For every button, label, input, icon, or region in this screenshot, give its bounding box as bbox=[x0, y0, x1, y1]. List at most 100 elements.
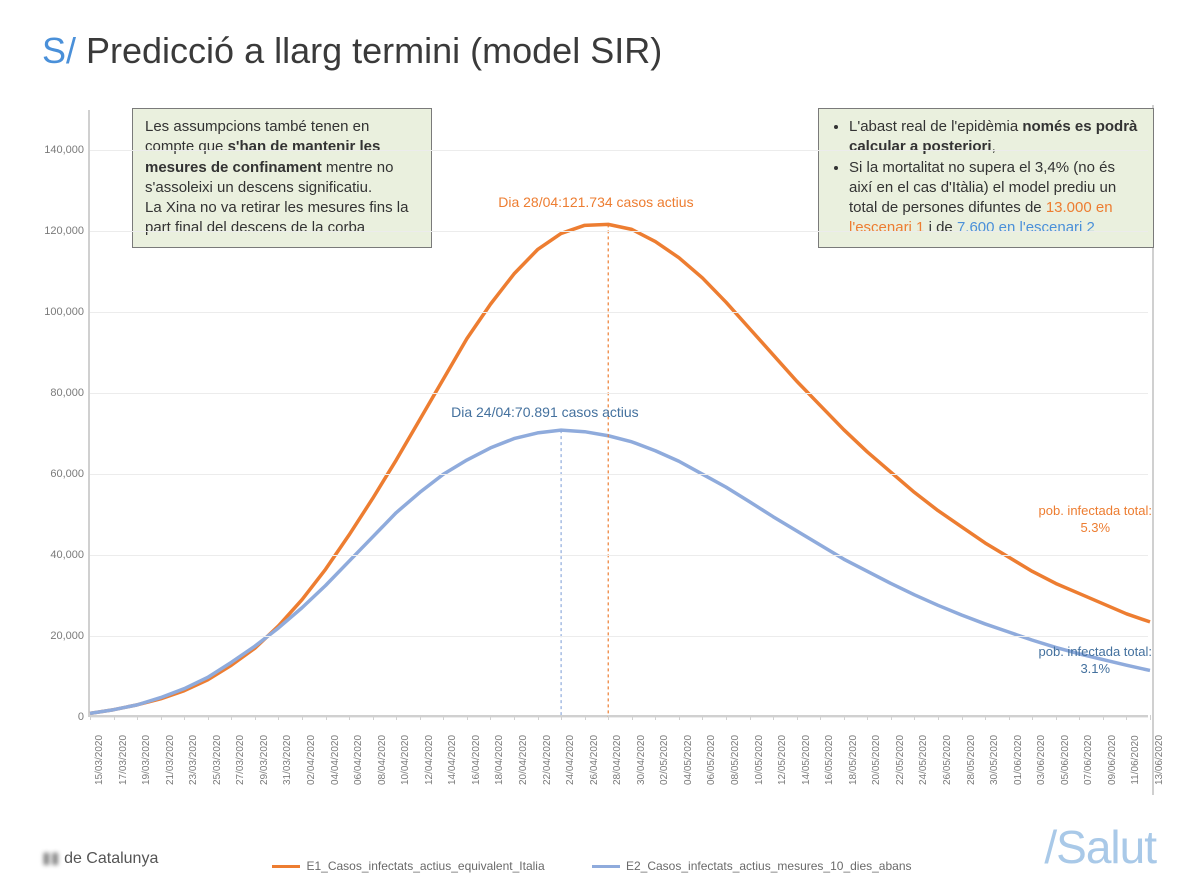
x-axis-label: 26/04/2020 bbox=[589, 735, 600, 785]
x-axis-label: 24/05/2020 bbox=[918, 735, 929, 785]
x-tick bbox=[490, 715, 491, 720]
x-axis-label: 11/06/2020 bbox=[1130, 735, 1141, 784]
x-axis-label: 20/04/2020 bbox=[518, 735, 529, 785]
x-axis-label: 15/03/2020 bbox=[94, 735, 105, 785]
x-tick bbox=[184, 715, 185, 720]
x-tick bbox=[773, 715, 774, 720]
peak-label-e1: Dia 28/04:121.734 casos actius bbox=[498, 194, 693, 210]
x-axis-label: 04/04/2020 bbox=[330, 735, 341, 785]
footer-left: ▮▮ de Catalunya bbox=[42, 848, 158, 868]
x-tick bbox=[137, 715, 138, 720]
x-tick bbox=[867, 715, 868, 720]
x-tick bbox=[538, 715, 539, 720]
x-axis-label: 19/03/2020 bbox=[141, 735, 152, 785]
x-tick bbox=[114, 715, 115, 720]
x-axis-label: 06/05/2020 bbox=[706, 735, 717, 785]
x-tick bbox=[1009, 715, 1010, 720]
x-axis-label: 10/05/2020 bbox=[754, 735, 765, 785]
x-tick bbox=[750, 715, 751, 720]
x-tick bbox=[726, 715, 727, 720]
x-tick bbox=[655, 715, 656, 720]
x-axis-label: 03/06/2020 bbox=[1036, 735, 1047, 785]
y-axis-label: 40,000 bbox=[36, 549, 84, 561]
legend-swatch-e1 bbox=[272, 865, 300, 868]
x-axis-label: 23/03/2020 bbox=[188, 735, 199, 785]
x-axis-label: 14/04/2020 bbox=[447, 735, 458, 785]
x-tick bbox=[302, 715, 303, 720]
x-tick bbox=[938, 715, 939, 720]
x-tick bbox=[420, 715, 421, 720]
x-axis-label: 28/04/2020 bbox=[612, 735, 623, 785]
gridline bbox=[90, 150, 1148, 151]
x-axis-label: 25/03/2020 bbox=[212, 735, 223, 785]
x-tick bbox=[962, 715, 963, 720]
gridline bbox=[90, 312, 1148, 313]
x-tick bbox=[373, 715, 374, 720]
info-box-left: Les assumpcions també tenen en compte qu… bbox=[132, 108, 432, 248]
title-main: Predicció a llarg termini (model SIR) bbox=[76, 30, 662, 71]
x-tick bbox=[396, 715, 397, 720]
x-axis-label: 14/05/2020 bbox=[801, 735, 812, 785]
x-axis-label: 28/05/2020 bbox=[966, 735, 977, 785]
x-axis-label: 31/03/2020 bbox=[282, 735, 293, 785]
gridline bbox=[90, 393, 1148, 394]
gridline bbox=[90, 231, 1148, 232]
x-tick bbox=[349, 715, 350, 720]
gridline bbox=[90, 474, 1148, 475]
legend: E1_Casos_infectats_actius_equivalent_Ita… bbox=[32, 859, 1152, 873]
x-axis-label: 05/06/2020 bbox=[1060, 735, 1071, 785]
x-tick bbox=[1056, 715, 1057, 720]
x-axis-label: 22/05/2020 bbox=[895, 735, 906, 785]
x-axis-label: 02/04/2020 bbox=[306, 735, 317, 785]
gridline bbox=[90, 555, 1148, 556]
x-axis-label: 27/03/2020 bbox=[235, 735, 246, 785]
plot-area: Dia 28/04:121.734 casos actius Dia 24/04… bbox=[88, 110, 1148, 717]
x-tick bbox=[255, 715, 256, 720]
x-tick bbox=[326, 715, 327, 720]
x-axis-label: 18/05/2020 bbox=[848, 735, 859, 785]
x-axis-label: 13/06/2020 bbox=[1154, 735, 1165, 785]
footer-right-logo: /Salut bbox=[1044, 820, 1156, 874]
box-right-bullet-2: Si la mortalitat no supera el 3,4% (no é… bbox=[849, 158, 1141, 239]
info-box-right: L'abast real de l'epidèmia només es podr… bbox=[818, 108, 1154, 248]
x-tick bbox=[820, 715, 821, 720]
x-axis-label: 02/05/2020 bbox=[659, 735, 670, 785]
y-axis-label: 140,000 bbox=[36, 144, 84, 156]
x-tick bbox=[1032, 715, 1033, 720]
x-tick bbox=[514, 715, 515, 720]
x-tick bbox=[278, 715, 279, 720]
x-axis-label: 30/05/2020 bbox=[989, 735, 1000, 785]
x-axis-label: 30/04/2020 bbox=[636, 735, 647, 785]
x-axis-label: 21/03/2020 bbox=[165, 735, 176, 785]
series-line bbox=[90, 430, 1150, 713]
page-title: S/ Predicció a llarg termini (model SIR) bbox=[42, 30, 662, 72]
series-line bbox=[90, 224, 1150, 713]
x-tick bbox=[891, 715, 892, 720]
x-tick bbox=[1150, 715, 1151, 720]
x-axis-label: 06/04/2020 bbox=[353, 735, 364, 785]
y-axis-label: 20,000 bbox=[36, 630, 84, 642]
x-tick bbox=[914, 715, 915, 720]
legend-swatch-e2 bbox=[592, 865, 620, 868]
chart-container: Dia 28/04:121.734 casos actius Dia 24/04… bbox=[32, 105, 1154, 795]
x-axis-label: 12/05/2020 bbox=[777, 735, 788, 785]
x-axis-label: 07/06/2020 bbox=[1083, 735, 1094, 785]
x-tick bbox=[797, 715, 798, 720]
x-axis-label: 22/04/2020 bbox=[542, 735, 553, 785]
x-axis-label: 17/03/2020 bbox=[118, 735, 129, 785]
x-tick bbox=[561, 715, 562, 720]
x-tick bbox=[208, 715, 209, 720]
x-axis-label: 29/03/2020 bbox=[259, 735, 270, 785]
x-tick bbox=[1079, 715, 1080, 720]
x-tick bbox=[985, 715, 986, 720]
x-tick bbox=[608, 715, 609, 720]
legend-item-e2: E2_Casos_infectats_actius_mesures_10_die… bbox=[592, 859, 912, 873]
x-tick bbox=[231, 715, 232, 720]
y-axis-label: 0 bbox=[36, 711, 84, 723]
y-axis-label: 60,000 bbox=[36, 468, 84, 480]
x-axis-label: 18/04/2020 bbox=[494, 735, 505, 785]
gridline bbox=[90, 717, 1148, 718]
title-prefix: S/ bbox=[42, 30, 76, 71]
x-tick bbox=[1126, 715, 1127, 720]
x-tick bbox=[443, 715, 444, 720]
